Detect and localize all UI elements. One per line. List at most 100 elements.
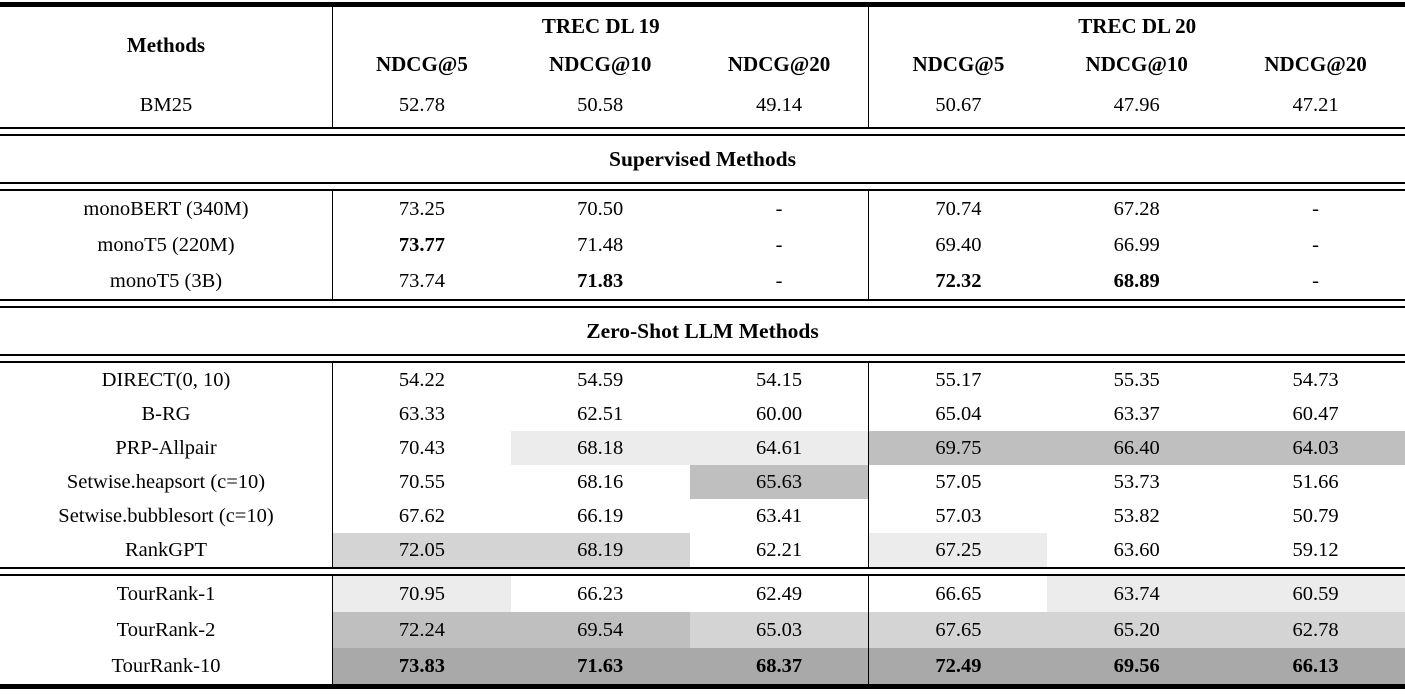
metric-cell: 73.83 [332, 648, 511, 684]
table-row: monoBERT (340M) 73.25 70.50 - 70.74 67.28 - [0, 191, 1405, 227]
metric-cell: 57.03 [868, 499, 1047, 533]
metric-cell: 62.21 [756, 538, 803, 561]
metric-cell: 53.82 [1113, 504, 1160, 527]
table-row: monoT5 (3B) 73.74 71.83 - 72.32 68.89 - [0, 263, 1405, 299]
metric-cell: 67.25 [868, 533, 1048, 567]
method-name: TourRank-2 [116, 618, 216, 641]
metric-cell: - [1312, 233, 1319, 256]
metric-cell: 54.59 [577, 368, 624, 391]
method-name: TourRank-10 [111, 654, 221, 677]
metric-cell: 65.20 [1047, 612, 1227, 648]
method-name: Setwise.heapsort (c=10) [66, 470, 266, 493]
section-divider-rule [0, 299, 1405, 308]
table-section: BM25 52.78 50.58 49.14 50.67 47.96 47.21 [0, 83, 1405, 127]
subheader-dl20-ndcg20: NDCG@20 [1264, 51, 1367, 76]
metric-cell: 67.65 [868, 612, 1048, 648]
method-name: B-RG [141, 402, 191, 425]
metric-cell: 68.37 [689, 648, 869, 684]
metric-cell: 66.23 [577, 582, 624, 605]
table-row: PRP-Allpair 70.43 68.18 64.61 69.75 66.40 64.0… [0, 431, 1405, 465]
metric-cell: 62.78 [1226, 612, 1405, 648]
metric-cell: - [1312, 269, 1319, 292]
subheader-dl19-ndcg20: NDCG@20 [727, 51, 831, 76]
metric-cell: 63.41 [756, 504, 803, 527]
metric-cell: 69.56 [1047, 648, 1227, 684]
metric-cell: 60.59 [1226, 576, 1405, 612]
metric-cell: 68.89 [1113, 269, 1160, 292]
metric-cell: 52.78 [332, 83, 511, 127]
metric-cell: 63.33 [332, 397, 511, 431]
metric-cell: 70.95 [332, 576, 511, 612]
metric-cell: 70.50 [577, 197, 624, 220]
table-row: DIRECT(0, 10) 54.22 54.59 54.15 55.17 55.35 54… [0, 363, 1405, 397]
group-header-trec-dl-20: TREC DL 20 [868, 7, 1405, 45]
metric-cell: 55.17 [868, 363, 1047, 397]
metric-cell: 69.54 [510, 612, 690, 648]
metric-cell: 68.18 [510, 431, 690, 465]
metric-cell: 68.16 [577, 470, 624, 493]
metric-cell: 71.63 [510, 648, 690, 684]
metric-cell: 70.43 [332, 431, 511, 465]
metric-cell: 70.55 [332, 465, 511, 499]
table-body: BM25 52.78 50.58 49.14 50.67 47.96 47.21 Superv… [0, 83, 1405, 684]
metric-cell: 66.65 [868, 576, 1047, 612]
metric-cell: 47.21 [1292, 93, 1339, 116]
metric-cell: - [1312, 197, 1319, 220]
metric-cell: 71.48 [577, 233, 624, 256]
section-divider-rule [0, 127, 1405, 136]
table-row: RankGPT 72.05 68.19 62.21 67.25 63.60 59.12 [0, 533, 1405, 567]
method-name: monoT5 (3B) [109, 269, 223, 292]
table-row: monoT5 (220M) 73.77 71.48 - 69.40 66.99 - [0, 227, 1405, 263]
metric-cell: 66.19 [577, 504, 624, 527]
metric-cell: 60.47 [1292, 402, 1339, 425]
metric-cell: 69.40 [868, 227, 1047, 263]
metric-cell: 63.74 [1047, 576, 1227, 612]
metric-cell: 69.75 [868, 431, 1048, 465]
metric-cell: 51.66 [1292, 470, 1339, 493]
table-row: TourRank-1 70.95 66.23 62.49 66.65 63.74 60.59 [0, 576, 1405, 612]
metric-cell: 72.05 [332, 533, 511, 567]
metric-cell: 50.67 [868, 83, 1047, 127]
metric-cell: 66.13 [1226, 648, 1405, 684]
bottom-rule [0, 684, 1405, 689]
metric-cell: - [775, 197, 783, 220]
metric-cell: 72.49 [868, 648, 1048, 684]
metric-cell: 66.99 [1113, 233, 1160, 256]
table-row: TourRank-2 72.24 69.54 65.03 67.65 65.20 62.78 [0, 612, 1405, 648]
subheader-dl19-ndcg5: NDCG@5 [332, 45, 511, 83]
method-name: PRP-Allpair [115, 436, 217, 459]
metric-cell: 67.62 [332, 499, 511, 533]
method-name: monoT5 (220M) [97, 233, 235, 256]
metric-cell: 68.19 [510, 533, 690, 567]
metric-cell: 67.28 [1113, 197, 1160, 220]
table-section: DIRECT(0, 10) 54.22 54.59 54.15 55.17 55.35 54… [0, 363, 1405, 567]
metric-cell: 73.25 [332, 191, 511, 227]
subheader-dl20-ndcg10: NDCG@10 [1085, 51, 1188, 76]
method-name: TourRank-1 [116, 582, 216, 605]
methods-column-header: Methods [126, 32, 206, 57]
table-row: BM25 52.78 50.58 49.14 50.67 47.96 47.21 [0, 83, 1405, 127]
metric-cell: 54.73 [1292, 368, 1339, 391]
table-section: monoBERT (340M) 73.25 70.50-70.74 67.28- mon… [0, 191, 1405, 299]
metric-cell: 50.58 [577, 93, 624, 116]
metric-cell: 53.73 [1113, 470, 1160, 493]
metric-cell: 54.15 [756, 368, 803, 391]
subheader-dl20-ndcg5: NDCG@5 [868, 45, 1047, 83]
metric-cell: 71.83 [577, 269, 624, 292]
section-banner: Supervised Methods [609, 146, 796, 171]
metric-cell: 62.51 [577, 402, 624, 425]
metric-cell: 55.35 [1113, 368, 1160, 391]
metric-cell: 72.32 [868, 263, 1047, 299]
metric-cell: 47.96 [1113, 93, 1160, 116]
section-banner: Zero-Shot LLM Methods [586, 318, 819, 343]
metric-cell: 65.03 [689, 612, 869, 648]
metric-cell: 63.60 [1113, 538, 1160, 561]
group-header-trec-dl-19: TREC DL 19 [332, 7, 868, 45]
metric-cell: 72.24 [332, 612, 511, 648]
table-row: B-RG 63.33 62.51 60.00 65.04 63.37 60.47 [0, 397, 1405, 431]
metric-cell: 60.00 [756, 402, 803, 425]
section-divider-rule [0, 182, 1405, 191]
table-row: Setwise.heapsort (c=10) 70.55 68.16 65.63 57… [0, 465, 1405, 499]
table-header: Methods TREC DL 19 TREC DL 20 NDCG@5 NDC… [0, 7, 1405, 83]
